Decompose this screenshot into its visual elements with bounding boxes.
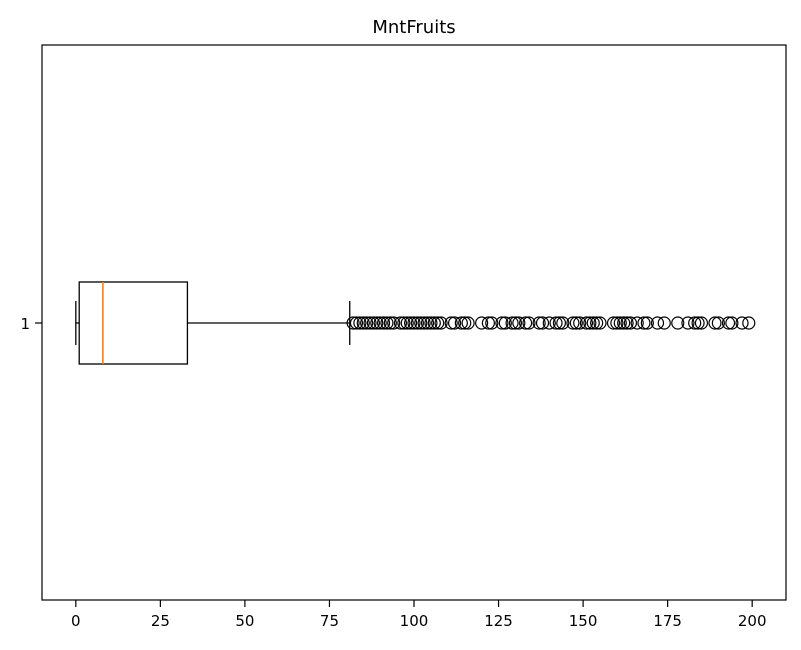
x-tick-label-125: 125 [484, 612, 513, 630]
axes-frame [41, 44, 787, 601]
outlier-point [346, 316, 360, 330]
axes: 0 25 50 75 100 125 150 175 200 1 [20, 44, 787, 630]
outlier-point [387, 316, 401, 330]
outlier-point [475, 316, 489, 330]
outlier-point [353, 316, 367, 330]
outlier-point [637, 316, 651, 330]
outlier-point [404, 316, 418, 330]
outlier-point [505, 316, 519, 330]
x-tick-label-175: 175 [653, 612, 682, 630]
outlier-point [481, 316, 495, 330]
outlier-point [586, 316, 600, 330]
outlier-point [613, 316, 627, 330]
outlier-point [671, 316, 685, 330]
outlier-point [620, 316, 634, 330]
outlier-point [640, 316, 654, 330]
outlier-point [414, 316, 428, 330]
outlier-point [630, 316, 644, 330]
outlier-point [424, 316, 438, 330]
outlier-point [427, 316, 441, 330]
outlier-point [373, 316, 387, 330]
outlier-point [549, 316, 563, 330]
x-tick-label-100: 100 [400, 612, 429, 630]
outlier-point [583, 316, 597, 330]
outlier-point [349, 316, 364, 330]
outlier-point [542, 316, 556, 330]
outlier-point [688, 316, 702, 330]
outlier-point [360, 316, 374, 330]
y-tick-label-1: 1 [20, 315, 30, 333]
outlier-point [721, 316, 736, 330]
outlier-point [552, 316, 567, 330]
outlier-point [495, 316, 509, 330]
outlier-point [376, 316, 391, 330]
x-tick-label-25: 25 [151, 612, 170, 630]
outlier-point [522, 316, 536, 330]
outlier-point [454, 316, 468, 330]
outlier-point [444, 316, 458, 330]
outlier-point [383, 316, 397, 330]
outlier-point [694, 316, 709, 330]
outlier-point [657, 316, 671, 330]
outlier-point [407, 316, 421, 330]
outlier-point [363, 316, 377, 330]
outlier-point [573, 316, 587, 330]
outlier-point [518, 316, 533, 330]
outlier-point [417, 316, 431, 330]
outlier-point [691, 316, 705, 330]
outlier-point [366, 316, 381, 330]
outlier-point [617, 316, 631, 330]
outlier-point [569, 316, 583, 330]
outlier-point [593, 316, 607, 330]
outlier-point [735, 316, 749, 330]
outlier-point [434, 316, 448, 330]
iqr-box [78, 281, 189, 365]
outlier-point [400, 316, 414, 330]
outlier-point [498, 316, 512, 330]
outlier-point [711, 316, 725, 330]
outlier-point [566, 316, 580, 330]
outlier-point [393, 316, 408, 330]
outlier-point [370, 316, 384, 330]
outlier-point [431, 316, 445, 330]
outlier-point [681, 316, 695, 330]
outlier-point [380, 316, 394, 330]
outlier-point [397, 316, 411, 330]
outlier-point [356, 316, 370, 330]
x-tick-label-75: 75 [320, 612, 339, 630]
outlier-point [458, 316, 472, 330]
x-tick-label-200: 200 [738, 612, 767, 630]
outlier-point [508, 316, 523, 330]
outlier-point [556, 316, 570, 330]
outlier-point [708, 316, 722, 330]
outlier-point [461, 316, 475, 330]
outlier-point [650, 316, 665, 330]
outlier-point [410, 316, 424, 330]
chart-title: MntFruits [372, 17, 455, 38]
outlier-point [579, 316, 594, 330]
x-tick-label-150: 150 [569, 612, 598, 630]
outlier-point [725, 316, 739, 330]
outlier-point [590, 316, 604, 330]
outlier-point [535, 316, 550, 330]
outlier-point [447, 316, 462, 330]
outlier-point [485, 316, 499, 330]
outlier-point [742, 316, 756, 330]
outlier-point [606, 316, 621, 330]
outlier-point [512, 316, 526, 330]
outlier-point [532, 316, 546, 330]
outlier-point [610, 316, 624, 330]
outlier-point [623, 316, 638, 330]
x-tick-label-50: 50 [235, 612, 254, 630]
x-tick-label-0: 0 [71, 612, 81, 630]
outlier-point [420, 316, 435, 330]
plot-area [75, 281, 756, 365]
